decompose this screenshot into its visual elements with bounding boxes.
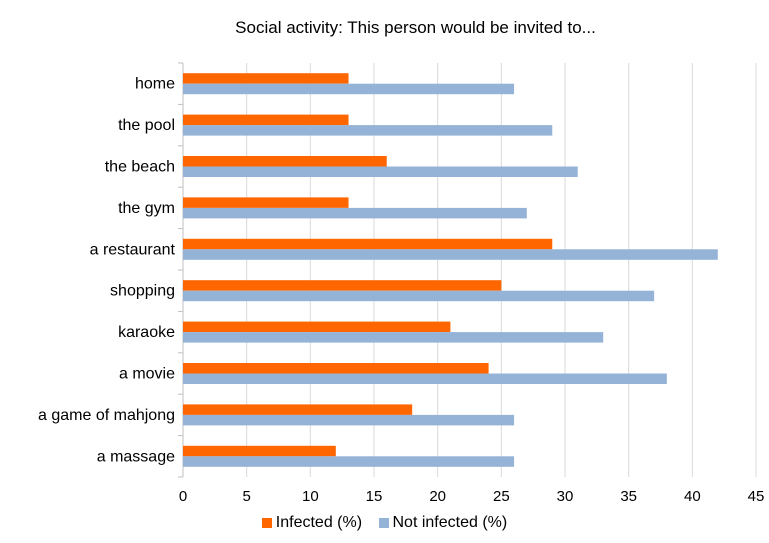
y-tick-label: a game of mahjong [38,407,175,424]
bar-not-infected [183,249,718,260]
bar-not-infected [183,456,515,467]
legend: Infected (%) Not infected (%) [0,514,769,533]
bar-infected [183,73,349,84]
x-tick-label: 15 [366,488,383,505]
legend-item-infected: Infected (%) [261,514,363,532]
x-tick-label: 0 [179,488,187,505]
y-tick-label: a massage [97,448,175,465]
y-tick-label: a movie [119,366,175,383]
x-tick-label: 35 [620,488,637,505]
bar-infected [183,238,553,250]
bar-infected [183,156,387,167]
bar-infected [183,445,336,457]
bar-infected [183,280,502,291]
bar-not-infected [183,332,604,343]
legend-label-infected: Infected (%) [275,514,363,531]
bar-infected [183,114,349,126]
x-tick-label: 30 [557,488,574,505]
bar-not-infected [183,166,578,177]
y-tick-label: shopping [110,283,175,300]
y-tick-label: karaoke [118,324,175,341]
bar-infected [183,321,451,333]
bar-not-infected [183,414,515,426]
y-tick-label: the beach [105,159,175,176]
y-tick-label: home [135,76,175,93]
chart-title: Social activity: This person would be in… [235,18,596,37]
x-tick-label: 5 [242,488,250,505]
x-tick-label: 25 [493,488,510,505]
y-tick-label: a restaurant [90,241,176,258]
x-tick-label: 10 [302,488,319,505]
legend-label-not-infected: Not infected (%) [392,514,508,531]
bar-infected [183,404,413,415]
bar-not-infected [183,373,667,384]
bar-not-infected [183,207,527,219]
bar-infected [183,363,489,374]
x-tick-label: 45 [748,488,765,505]
y-tick-label: the gym [118,200,175,217]
x-tick-label: 40 [684,488,701,505]
bar-infected [183,197,349,208]
legend-swatch-infected [261,518,272,528]
bar-not-infected [183,125,553,136]
x-tick-label: 20 [429,488,446,505]
y-tick-label: the pool [118,117,175,134]
legend-swatch-not-infected [378,518,389,528]
bar-not-infected [183,290,655,302]
bar-not-infected [183,83,515,95]
legend-item-not-infected: Not infected (%) [378,514,508,532]
